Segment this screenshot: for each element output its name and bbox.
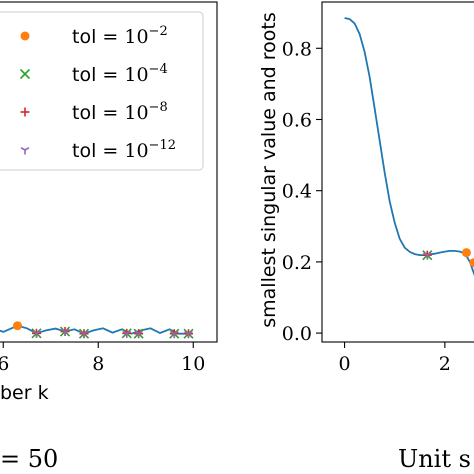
series-line bbox=[344, 17, 474, 277]
x-tick-label: 0 bbox=[339, 353, 351, 375]
data-point-tol_1e-12 bbox=[134, 330, 143, 339]
data-point-tol_1e-12-stroke bbox=[32, 330, 37, 335]
y-tick-label: 0.4 bbox=[282, 181, 312, 203]
legend-marker-x-stroke bbox=[19, 68, 31, 80]
x-tick-label: 2 bbox=[439, 353, 451, 375]
data-point-tol_1e-12-stroke bbox=[122, 330, 128, 335]
legend-name: tol bbox=[72, 102, 96, 124]
data-point-tol_1e-12-stroke bbox=[134, 330, 140, 335]
legend-exponent: −2 bbox=[149, 24, 168, 39]
y-tick-label: 0.0 bbox=[282, 323, 312, 345]
legend-entry-label: tol = 10−2 bbox=[72, 24, 168, 48]
right-caption: Unit s bbox=[398, 445, 471, 473]
legend-box bbox=[0, 11, 204, 171]
data-point-tol_1e-2 bbox=[469, 258, 474, 268]
left-caption: = 50 bbox=[0, 445, 58, 473]
data-point-tol_1e-12 bbox=[169, 330, 179, 339]
data-point-tol_1e-12-stroke bbox=[188, 330, 193, 335]
data-point-tol_1e-2 bbox=[461, 248, 471, 258]
y-tick-label: 0.8 bbox=[282, 38, 312, 60]
data-point-tol_1e-12 bbox=[122, 330, 132, 338]
axes-frame bbox=[0, 1, 218, 343]
data-point-tol_1e-12 bbox=[79, 330, 89, 339]
legend-eq: = 10 bbox=[96, 140, 148, 162]
data-point-tol_1e-12 bbox=[422, 252, 432, 260]
legend-marker-x bbox=[19, 68, 31, 80]
data-point-tol_1e-12-stroke bbox=[126, 330, 132, 335]
legend-marker-dot bbox=[20, 31, 30, 41]
y-tick-label: 0.2 bbox=[282, 252, 312, 274]
legend-name: tol bbox=[72, 26, 96, 48]
legend-entry-label: tol = 10−8 bbox=[72, 100, 168, 124]
y-tick-label: 0.6 bbox=[282, 109, 312, 131]
data-point-tol_1e-2 bbox=[13, 321, 22, 331]
data-point-tol_1e-12-stroke bbox=[422, 252, 428, 256]
x-axis-label: ber k bbox=[0, 382, 49, 404]
legend-name: tol bbox=[72, 140, 96, 162]
data-point-tol_1e-12-stroke bbox=[60, 328, 66, 333]
data-point-tol_1e-12 bbox=[32, 330, 41, 338]
data-point-tol_1e-12-stroke bbox=[64, 328, 70, 333]
x-tick-label: 10 bbox=[181, 353, 205, 375]
legend-name: tol bbox=[72, 64, 96, 86]
x-tick-label: 6 bbox=[0, 353, 9, 375]
legend-eq: = 10 bbox=[96, 26, 148, 48]
data-point-tol_1e-12 bbox=[60, 328, 70, 337]
data-point-tol_1e-12-stroke bbox=[79, 330, 85, 335]
data-point-tol_1e-12-stroke bbox=[169, 330, 175, 335]
data-point-tol_1e-12-stroke bbox=[426, 252, 432, 256]
data-point-tol_1e-12-stroke bbox=[184, 330, 189, 335]
legend-eq: = 10 bbox=[96, 102, 148, 124]
data-point-tol_1e-12 bbox=[184, 330, 193, 339]
data-point-tol_1e-12-stroke bbox=[173, 330, 179, 335]
legend-marker-plus bbox=[20, 107, 30, 117]
legend-entry-label: tol = 10−12 bbox=[72, 138, 176, 162]
legend-marker-tri-stroke bbox=[20, 147, 26, 151]
data-point-tol_1e-12-stroke bbox=[36, 330, 41, 335]
x-tick-label: 8 bbox=[92, 353, 104, 375]
axes-frame bbox=[321, 1, 474, 343]
legend-entry-label: tol = 10−4 bbox=[72, 62, 168, 86]
captions: = 50 Unit s bbox=[0, 445, 471, 473]
series-line bbox=[0, 324, 189, 335]
legend-exponent: −12 bbox=[149, 138, 176, 153]
legend-exponent: −4 bbox=[149, 62, 168, 77]
data-point-tol_1e-12-stroke bbox=[138, 330, 143, 335]
legend-exponent: −8 bbox=[149, 100, 168, 115]
legend-marker-tri bbox=[20, 147, 30, 155]
y-axis-label: smallest singular value and roots bbox=[258, 12, 280, 328]
legend-marker-tri-stroke bbox=[24, 147, 30, 151]
data-point-tol_1e-12-stroke bbox=[83, 330, 89, 335]
legend-eq: = 10 bbox=[96, 64, 148, 86]
